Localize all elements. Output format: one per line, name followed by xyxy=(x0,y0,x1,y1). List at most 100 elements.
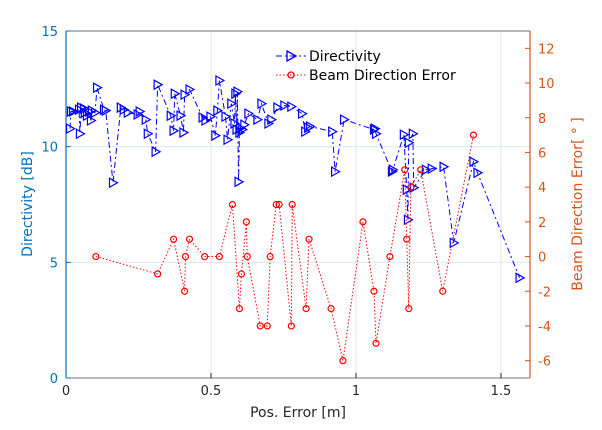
directivity-point xyxy=(306,121,316,133)
directivity-point xyxy=(387,166,398,178)
beam-error-point xyxy=(403,235,411,243)
beam-error-point xyxy=(154,270,162,278)
directivity-point xyxy=(201,115,212,127)
right-y-axis: -6 -4 -2 0 2 4 6 8 10 12 xyxy=(525,31,555,378)
right-y-tick-label: 4 xyxy=(538,181,546,196)
x-tick-label: 1.5 xyxy=(491,384,512,399)
right-y-tick-label: -4 xyxy=(538,320,551,335)
directivity-point xyxy=(166,110,177,122)
beam-error-point xyxy=(439,287,447,295)
directivity-point xyxy=(141,114,152,126)
directivity-point xyxy=(206,111,217,123)
legend-directivity-marker xyxy=(286,49,298,63)
beam-error-point xyxy=(235,305,244,313)
beam-error-point xyxy=(407,183,415,191)
directivity-point xyxy=(280,99,291,112)
left-y-tick-label: 15 xyxy=(41,25,58,40)
directivity-point xyxy=(135,105,146,118)
beam-error-point xyxy=(469,131,478,139)
right-y-tick-label: -6 xyxy=(538,355,551,370)
beam-error-point xyxy=(302,305,310,313)
directivity-point xyxy=(421,164,432,176)
directivity-point xyxy=(244,108,255,120)
beam-error-point xyxy=(92,252,100,261)
directivity-point xyxy=(297,108,308,120)
directivity-point xyxy=(143,128,154,140)
directivity-point xyxy=(133,108,144,121)
directivity-point xyxy=(213,105,224,117)
right-y-tick-label: 2 xyxy=(538,216,546,231)
directivity-point xyxy=(170,88,181,100)
directivity-point xyxy=(180,89,191,101)
directivity-point xyxy=(287,101,298,113)
directivity-point xyxy=(215,74,226,87)
x-axis: 0 0.5 1 1.5 xyxy=(62,373,511,399)
directivity-point xyxy=(75,128,86,140)
beam-error-point xyxy=(169,235,178,243)
directivity-point xyxy=(301,126,311,138)
beam-error-line xyxy=(95,135,474,361)
directivity-point xyxy=(515,272,526,284)
directivity-point xyxy=(439,161,450,173)
directivity-point xyxy=(84,105,95,118)
directivity-point xyxy=(185,84,196,96)
directivity-point xyxy=(469,156,480,168)
directivity-point xyxy=(231,88,242,100)
directivity-point xyxy=(90,107,101,119)
left-y-tick-label: 5 xyxy=(50,256,58,271)
directivity-point xyxy=(340,114,350,126)
beam-error-point xyxy=(201,252,209,261)
legend: Directivity Beam Direction Error xyxy=(276,49,456,84)
directivity-point xyxy=(473,167,484,179)
directivity-point xyxy=(101,105,112,117)
directivity-point xyxy=(66,105,77,118)
beam-error-point xyxy=(215,252,224,261)
beam-error-point xyxy=(417,166,425,174)
directivity-point xyxy=(404,137,415,149)
directivity-point xyxy=(408,128,419,140)
directivity-point xyxy=(273,102,284,114)
beam-error-point xyxy=(243,252,251,261)
x-tick-label: 1 xyxy=(352,384,360,399)
directivity-point xyxy=(233,86,244,98)
directivity-point xyxy=(328,126,338,138)
x-tick-label: 0.5 xyxy=(201,384,222,399)
beam-error-point xyxy=(327,305,335,313)
directivity-point xyxy=(449,237,460,249)
directivity-point xyxy=(240,119,251,131)
beam-error-point xyxy=(185,235,194,243)
legend-directivity-label: Directivity xyxy=(309,49,381,65)
directivity-point xyxy=(409,182,420,194)
directivity-point xyxy=(427,163,438,175)
series-layer xyxy=(65,74,526,365)
directivity-point xyxy=(331,166,341,178)
grid xyxy=(65,30,530,379)
directivity-point xyxy=(221,111,232,123)
plot-area xyxy=(65,30,531,379)
directivity-point xyxy=(176,110,187,122)
beam-error-point xyxy=(372,339,380,347)
beam-error-point xyxy=(181,287,189,295)
directivity-point xyxy=(257,98,268,110)
directivity-point xyxy=(65,123,76,135)
directivity-point xyxy=(92,82,103,94)
beam-error-point xyxy=(263,322,271,330)
directivity-point xyxy=(371,128,382,140)
directivity-point xyxy=(151,146,162,158)
beam-error-point xyxy=(266,252,274,261)
beam-error-point xyxy=(228,200,237,209)
beam-error-point xyxy=(401,166,409,174)
directivity-point xyxy=(179,127,190,139)
x-tick-label: 0 xyxy=(62,384,70,399)
beam-error-point xyxy=(405,305,413,313)
beam-error-point xyxy=(339,357,347,365)
directivity-point xyxy=(238,124,249,136)
beam-error-point xyxy=(287,322,295,330)
legend-beam-error-label: Beam Direction Error xyxy=(309,68,456,84)
right-y-tick-label: 6 xyxy=(538,146,546,161)
x-axis-label: Pos. Error [m] xyxy=(250,405,346,421)
beam-error-point xyxy=(370,287,378,295)
beam-error-point xyxy=(275,200,283,209)
directivity-point xyxy=(123,107,134,119)
